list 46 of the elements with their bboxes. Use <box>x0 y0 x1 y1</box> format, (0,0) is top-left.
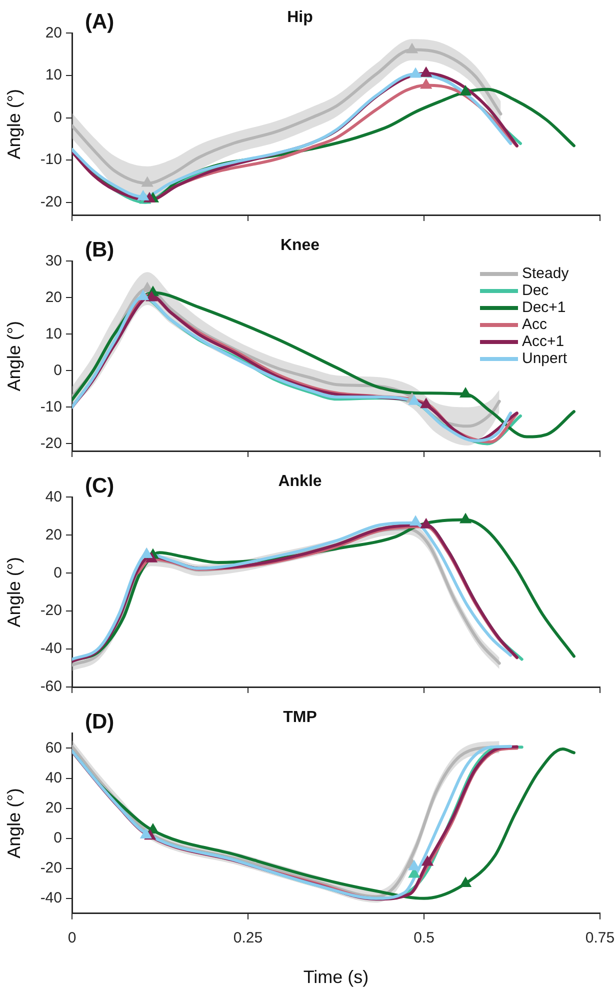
y-tick-label: 0 <box>54 829 62 846</box>
x-tick-label: 0 <box>68 930 76 947</box>
y-tick-label: 20 <box>45 24 62 42</box>
y-axis-title: Angle (°) <box>4 788 24 858</box>
legend-label: Dec <box>522 282 549 300</box>
y-tick-label: -10 <box>40 398 62 416</box>
x-tick-label: 0.75 <box>585 930 615 947</box>
y-tick-label: 40 <box>45 488 62 506</box>
y-tick-label: 20 <box>45 288 62 306</box>
y-tick-label: 0 <box>54 362 62 379</box>
legend-label: Acc+1 <box>522 333 564 350</box>
chart-title: Knee <box>280 237 320 254</box>
y-tick-label: -40 <box>40 640 62 658</box>
y-axis-title: Angle (°) <box>4 320 24 392</box>
y-tick-label: 10 <box>45 66 62 84</box>
x-tick-label: 0.5 <box>414 930 434 947</box>
y-tick-label: 0 <box>54 108 62 126</box>
y-tick-label: -10 <box>40 151 62 168</box>
legend-label: Dec+1 <box>522 299 566 316</box>
chart-title: Hip <box>287 9 314 26</box>
annotation: (B) <box>85 238 114 262</box>
y-tick-label: 10 <box>45 325 62 342</box>
legend-label: Unpert <box>522 350 568 368</box>
legend-label: Acc <box>522 316 548 334</box>
x-tick-label: 0.25 <box>233 930 263 947</box>
y-tick-label: -40 <box>40 890 62 907</box>
y-tick-label: -20 <box>40 434 62 452</box>
y-tick-label: -60 <box>40 678 62 696</box>
chart-title: TMP <box>283 709 318 726</box>
y-tick-label: 20 <box>45 526 62 544</box>
y-tick-label: -20 <box>40 193 62 210</box>
y-axis-title: Angle (°) <box>4 556 24 628</box>
y-tick-label: 60 <box>45 739 62 756</box>
chart-title: Ankle <box>278 473 322 490</box>
y-axis-title: Angle (°) <box>4 88 24 160</box>
annotation: (D) <box>85 710 114 734</box>
legend-label: Steady <box>522 265 569 282</box>
y-tick-label: 30 <box>45 252 62 270</box>
y-tick-label: 40 <box>45 769 62 786</box>
annotation: (C) <box>85 474 114 498</box>
annotation: (A) <box>85 10 114 34</box>
y-tick-label: 20 <box>45 799 62 816</box>
y-tick-label: -20 <box>40 859 62 876</box>
y-tick-label: -20 <box>40 602 62 620</box>
y-tick-label: 0 <box>54 564 62 582</box>
x-axis-title: Time (s) <box>303 967 369 988</box>
